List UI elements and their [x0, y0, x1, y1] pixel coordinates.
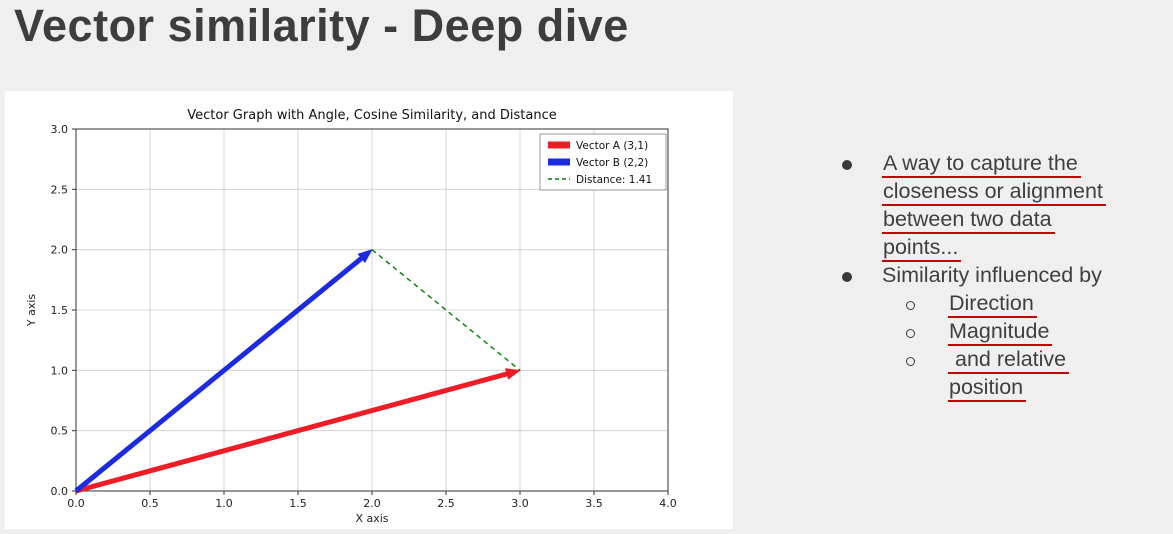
x-axis-label: X axis — [355, 512, 388, 525]
bullet-lines: Magnitude — [948, 319, 1170, 347]
circle-bullet-icon — [906, 329, 915, 338]
bullet-item: and relative position — [830, 347, 1170, 403]
legend-label: Distance: 1.41 — [576, 174, 652, 186]
bullet-item: Similarity influenced by — [830, 263, 1170, 291]
circle-bullet-icon — [906, 301, 915, 310]
y-axis-label: Y axis — [25, 294, 38, 328]
x-tick-label: 3.5 — [585, 497, 603, 510]
distance-line — [371, 249, 521, 371]
bullet-marker — [830, 263, 882, 282]
x-tick-label: 0.0 — [67, 497, 85, 510]
vector-b-arrow — [74, 249, 373, 493]
bullet-item: Direction — [830, 291, 1170, 319]
bullet-line-text: Direction — [948, 291, 1037, 318]
vector-chart: 0.0 0.5 1.0 1.5 2.0 2.5 3.0 3.5 4.0 0.0 0.5 1.0 1.5 2… — [5, 91, 733, 529]
circle-bullet-icon — [906, 357, 915, 366]
y-tick-label: 0.5 — [51, 425, 69, 438]
bullet-item: A way to capture the closeness or alignm… — [830, 151, 1170, 263]
x-tick-label: 0.5 — [141, 497, 159, 510]
chart-card: 0.0 0.5 1.0 1.5 2.0 2.5 3.0 3.5 4.0 0.0 0.5 1.0 1.5 2… — [5, 91, 733, 529]
bullet-dot-icon — [842, 160, 852, 170]
bullet-marker — [830, 291, 948, 310]
legend-label: Vector A (3,1) — [576, 140, 648, 152]
bullet-marker — [830, 347, 948, 366]
x-tick-label: 3.0 — [511, 497, 529, 510]
y-tick-label: 3.0 — [51, 123, 69, 136]
y-tick-label: 2.0 — [51, 244, 69, 257]
y-tick-label: 2.5 — [51, 183, 69, 196]
bullet-line-text: between two data — [882, 207, 1055, 234]
bullet-marker — [830, 319, 948, 338]
x-tick-label: 1.5 — [289, 497, 307, 510]
x-tick-label: 4.0 — [659, 497, 677, 510]
x-tick-label: 1.0 — [215, 497, 233, 510]
bullet-line-text: points... — [882, 235, 962, 262]
bullet-line-text: closeness or alignment — [882, 179, 1106, 206]
chart-title: Vector Graph with Angle, Cosine Similari… — [187, 108, 556, 123]
y-tick-label: 1.5 — [51, 304, 69, 317]
bullet-lines: Similarity influenced by — [882, 263, 1170, 291]
bullet-lines: and relative position — [948, 347, 1170, 403]
bullet-lines: A way to capture the closeness or alignm… — [882, 151, 1170, 263]
x-tick-label: 2.5 — [437, 497, 455, 510]
bullet-dot-icon — [842, 272, 852, 282]
bullet-marker — [830, 151, 882, 170]
x-tick-label: 2.0 — [363, 497, 381, 510]
slide-title: Vector similarity - Deep dive — [14, 0, 629, 51]
bullet-line-text: A way to capture the — [882, 151, 1081, 178]
bullet-item: Magnitude — [830, 319, 1170, 347]
bullet-lines: Direction — [948, 291, 1170, 319]
bullet-line-text: Magnitude — [948, 319, 1053, 346]
bullet-line-text: and relative — [948, 347, 1070, 374]
y-tick-label: 1.0 — [51, 364, 69, 377]
legend-label: Vector B (2,2) — [576, 157, 648, 169]
bullet-list: A way to capture the closeness or alignm… — [830, 151, 1170, 403]
bullet-line-text: Similarity influenced by — [882, 263, 1102, 287]
vector-a-arrow — [75, 368, 521, 494]
y-tick-label: 0.0 — [51, 485, 69, 498]
bullet-line-text: position — [948, 375, 1027, 402]
